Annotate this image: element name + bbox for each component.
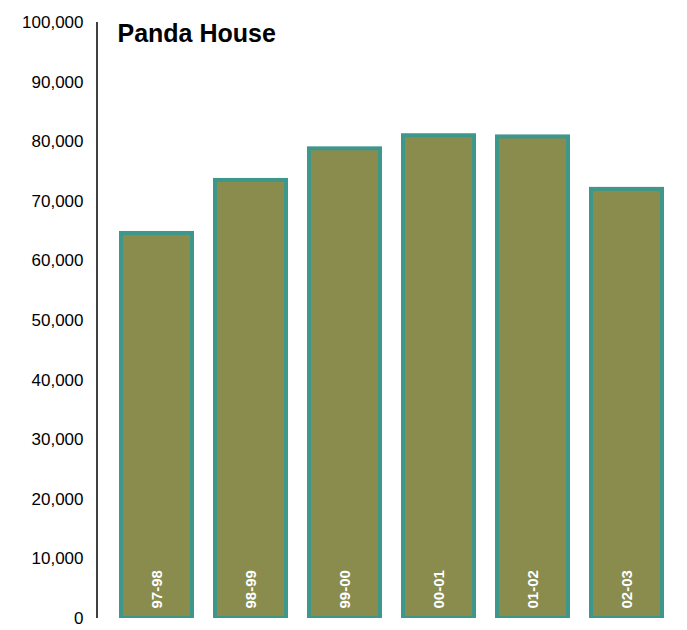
svg-text:80,000: 80,000 <box>32 132 84 151</box>
svg-text:20,000: 20,000 <box>32 490 84 509</box>
svg-text:30,000: 30,000 <box>32 430 84 449</box>
svg-text:70,000: 70,000 <box>32 192 84 211</box>
svg-text:100,000: 100,000 <box>22 13 83 32</box>
svg-text:90,000: 90,000 <box>32 73 84 92</box>
svg-text:01-02: 01-02 <box>524 570 541 608</box>
svg-text:60,000: 60,000 <box>32 251 84 270</box>
svg-text:0: 0 <box>74 609 83 628</box>
svg-text:99-00: 99-00 <box>336 570 353 608</box>
svg-text:50,000: 50,000 <box>32 311 84 330</box>
svg-text:40,000: 40,000 <box>32 371 84 390</box>
svg-text:97-98: 97-98 <box>148 570 165 608</box>
svg-text:98-99: 98-99 <box>242 570 259 608</box>
svg-text:02-03: 02-03 <box>618 570 635 608</box>
svg-text:10,000: 10,000 <box>32 549 84 568</box>
svg-text:00-01: 00-01 <box>430 570 447 608</box>
svg-text:Panda House: Panda House <box>118 19 276 47</box>
